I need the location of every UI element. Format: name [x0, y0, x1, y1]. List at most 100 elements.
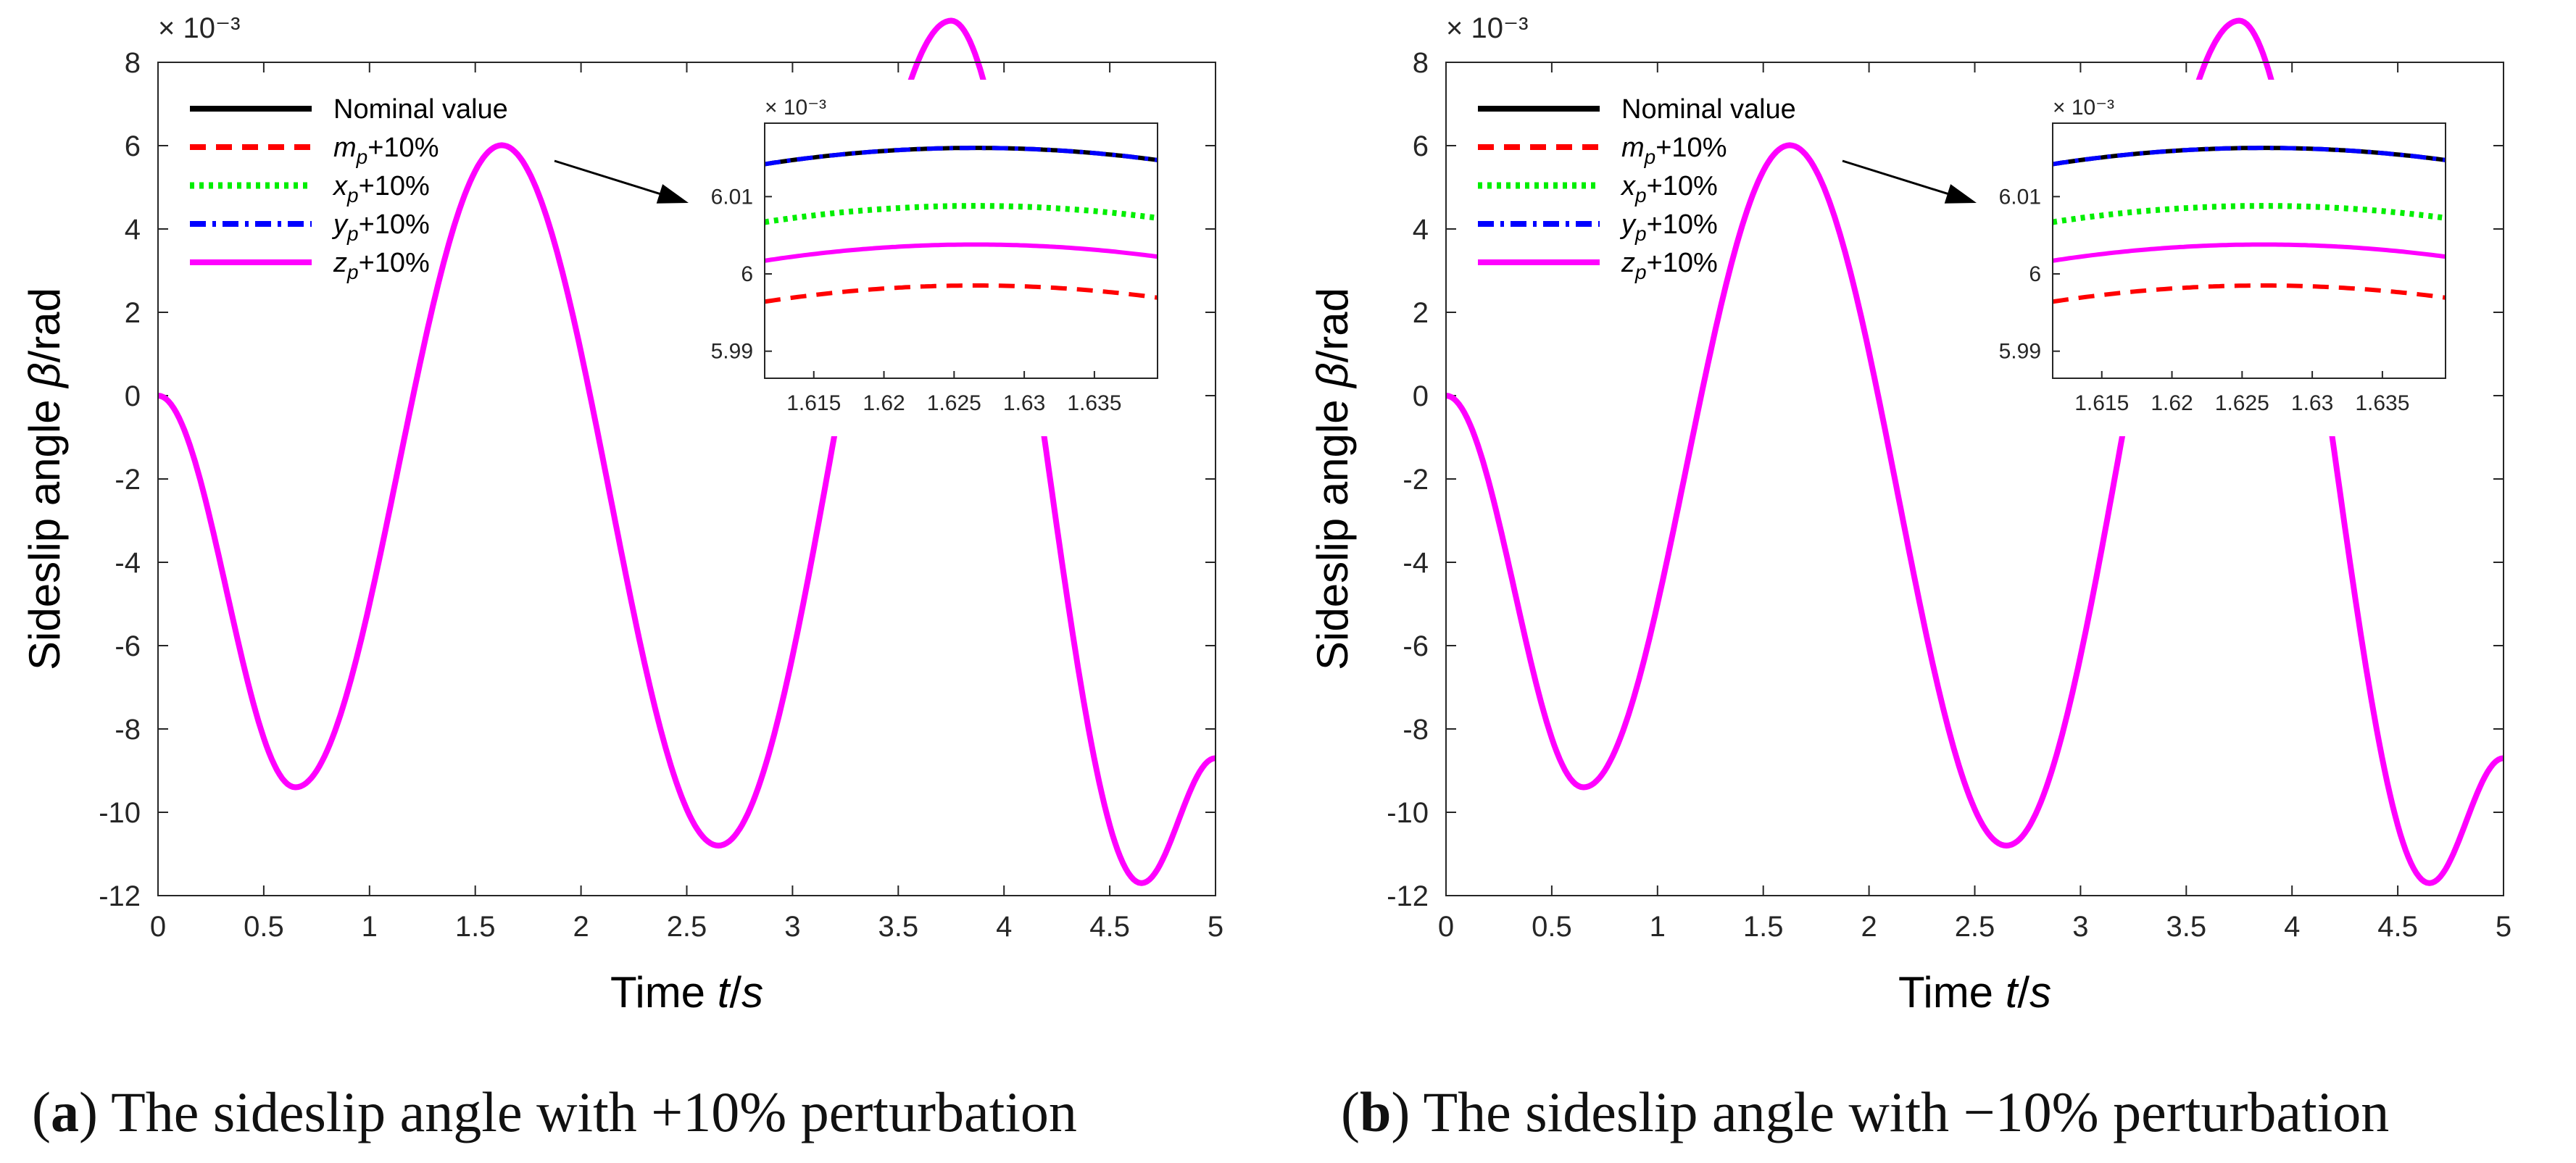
- y-tick-label: 4: [1413, 214, 1429, 246]
- x-tick-label: 1.5: [1743, 911, 1784, 943]
- y-tick-label: -2: [115, 464, 141, 496]
- y-tick-label: 8: [1413, 47, 1429, 79]
- y-tick-label: -12: [99, 880, 141, 912]
- arrow-head: [1944, 184, 1977, 204]
- x-axis-label: Time t/s: [610, 968, 763, 1017]
- legend-label: xp+10%: [332, 171, 430, 207]
- inset-x-tick-label: 1.63: [2291, 391, 2333, 415]
- inset-y-tick-label: 6: [2029, 262, 2041, 286]
- y-tick-label: -8: [1403, 714, 1429, 746]
- legend-label: Nominal value: [333, 94, 508, 125]
- y-tick-label: -4: [1403, 547, 1429, 579]
- panel-a: × 10⁻³ 0 0.5 1 1.5 2 2.5 3 3.5 4 4.5 5 8 6 4 2 0 -2 -4 -6 -8…: [20, 12, 1223, 1143]
- x-tick-label: 0.5: [1532, 911, 1572, 943]
- sideslip-chart-a: × 10⁻³ 0 0.5 1 1.5 2 2.5 3 3.5 4 4.5 5 8 6 4 2 0 -2 -4 -6 -8…: [20, 12, 1223, 1017]
- inset-series-line: [765, 242, 1158, 263]
- y-tick-label: -6: [1403, 630, 1429, 662]
- x-tick-label: 5: [1208, 911, 1223, 943]
- caption-letter: a: [50, 1080, 79, 1143]
- inset-y-tick-label: 5.99: [1999, 340, 2041, 364]
- inset-x-tick-label: 1.62: [2151, 391, 2193, 415]
- legend-label: yp+10%: [1619, 209, 1718, 245]
- x-tick-label: 5: [2496, 911, 2511, 943]
- inset-x-tick-label: 1.63: [1003, 391, 1045, 415]
- inset-y-tick-label: 6: [741, 262, 753, 286]
- y-tick-label: -4: [115, 547, 141, 579]
- legend: Nominal value mp+10%xp+10%yp+10%zp+10%: [1478, 94, 1796, 283]
- y-tick-label: 2: [125, 297, 141, 329]
- x-tick-label: 1.5: [455, 911, 496, 943]
- legend: Nominal value mp+10%xp+10%yp+10%zp+10%: [190, 94, 508, 283]
- y-tick-label: -2: [1403, 464, 1429, 496]
- exponent-label: × 10⁻³: [1446, 12, 1528, 44]
- x-tick-label: 4.5: [1089, 911, 1130, 943]
- exponent-label: × 10⁻³: [158, 12, 240, 44]
- x-tick-label: 2.5: [1955, 911, 1995, 943]
- inset-exponent-label: × 10⁻³: [765, 96, 826, 120]
- y-axis-label: Sideslip angle β/rad: [1308, 288, 1357, 670]
- main-axes: × 10⁻³ 0 0.5 1 1.5 2 2.5 3 3.5 4 4.5 5 8 6 4 2 0 -2 -4 -6 -8…: [20, 12, 1223, 1017]
- inset-axes: × 10⁻³ 1.615 1.62 1.625 1.63 1.635 6.01 6 5.99: [670, 80, 1179, 436]
- y-tick-label: 0: [125, 380, 141, 412]
- y-tick-label: 6: [1413, 130, 1429, 162]
- inset-x-tick-label: 1.615: [786, 391, 841, 415]
- caption-text: The sideslip angle with +10% perturbatio…: [111, 1080, 1077, 1143]
- x-tick-label: 1: [362, 911, 378, 943]
- y-tick-label: 8: [125, 47, 141, 79]
- caption-b: (b) The sideslip angle with −10% perturb…: [1341, 1080, 2390, 1143]
- y-tick-label: -12: [1387, 880, 1429, 912]
- inset-frame: [2052, 122, 2446, 379]
- y-tick-label: -10: [1387, 797, 1429, 829]
- x-tick-label: 3.5: [878, 911, 918, 943]
- inset-x-tick-label: 1.615: [2074, 391, 2129, 415]
- y-tick-label: -6: [115, 630, 141, 662]
- x-tick-label: 4: [2284, 911, 2300, 943]
- x-tick-label: 0.5: [244, 911, 284, 943]
- inset-series-line: [2053, 283, 2446, 304]
- inset-x-tick-label: 1.635: [2355, 391, 2409, 415]
- inset-series-line: [2053, 242, 2446, 263]
- legend-label: Nominal value: [1621, 94, 1796, 125]
- inset-series-line: [765, 146, 1158, 167]
- zoom-arrow: [1842, 159, 1977, 204]
- inset-x-tick-label: 1.625: [927, 391, 981, 415]
- inset-series-line: [2053, 203, 2446, 225]
- inset-series-line: [765, 283, 1158, 304]
- x-tick-label: 4: [996, 911, 1012, 943]
- arrow-head: [656, 184, 689, 204]
- x-tick-label: 4.5: [2377, 911, 2418, 943]
- caption-text: The sideslip angle with −10% perturbatio…: [1423, 1080, 2390, 1143]
- panel-b: × 10⁻³ 0 0.5 1 1.5 2 2.5 3 3.5 4 4.5 5 8 6 4 2 0 -2 -4 -6 -8…: [1288, 0, 2576, 1163]
- legend-label: zp+10%: [333, 248, 430, 283]
- x-tick-label: 2.5: [667, 911, 707, 943]
- inset-y-tick-label: 6.01: [711, 185, 753, 209]
- x-axis-label: Time t/s: [1898, 968, 2051, 1017]
- inset-x-tick-label: 1.62: [863, 391, 905, 415]
- y-tick-label: 4: [125, 214, 141, 246]
- x-tick-label: 0: [150, 911, 166, 943]
- y-axis-label: Sideslip angle β/rad: [20, 288, 69, 670]
- y-tick-label: 6: [125, 130, 141, 162]
- x-tick-label: 3: [2072, 911, 2088, 943]
- inset-curves: [2053, 146, 2446, 304]
- inset-curves: [765, 146, 1158, 304]
- x-tick-label: 3: [784, 911, 800, 943]
- caption-a: (a) The sideslip angle with +10% perturb…: [32, 1080, 1077, 1143]
- inset-axes: × 10⁻³ 1.615 1.62 1.625 1.63 1.635 6.01 6 5.99: [1958, 80, 2467, 436]
- y-tick-label: -10: [99, 797, 141, 829]
- inset-frame: [764, 122, 1158, 379]
- inset-series-line: [765, 203, 1158, 225]
- inset-exponent-label: × 10⁻³: [2053, 96, 2114, 120]
- caption-letter: b: [1359, 1080, 1392, 1143]
- x-tick-label: 1: [1650, 911, 1666, 943]
- y-tick-label: -8: [115, 714, 141, 746]
- legend-label: yp+10%: [331, 209, 430, 245]
- inset-x-tick-label: 1.625: [2215, 391, 2269, 415]
- x-tick-label: 2: [1861, 911, 1877, 943]
- legend-label: xp+10%: [1620, 171, 1718, 207]
- plot-frame: [1445, 62, 2504, 896]
- y-tick-label: 0: [1413, 380, 1429, 412]
- zoom-arrow: [554, 159, 689, 204]
- inset-x-tick-label: 1.635: [1067, 391, 1121, 415]
- plot-frame: [157, 62, 1216, 896]
